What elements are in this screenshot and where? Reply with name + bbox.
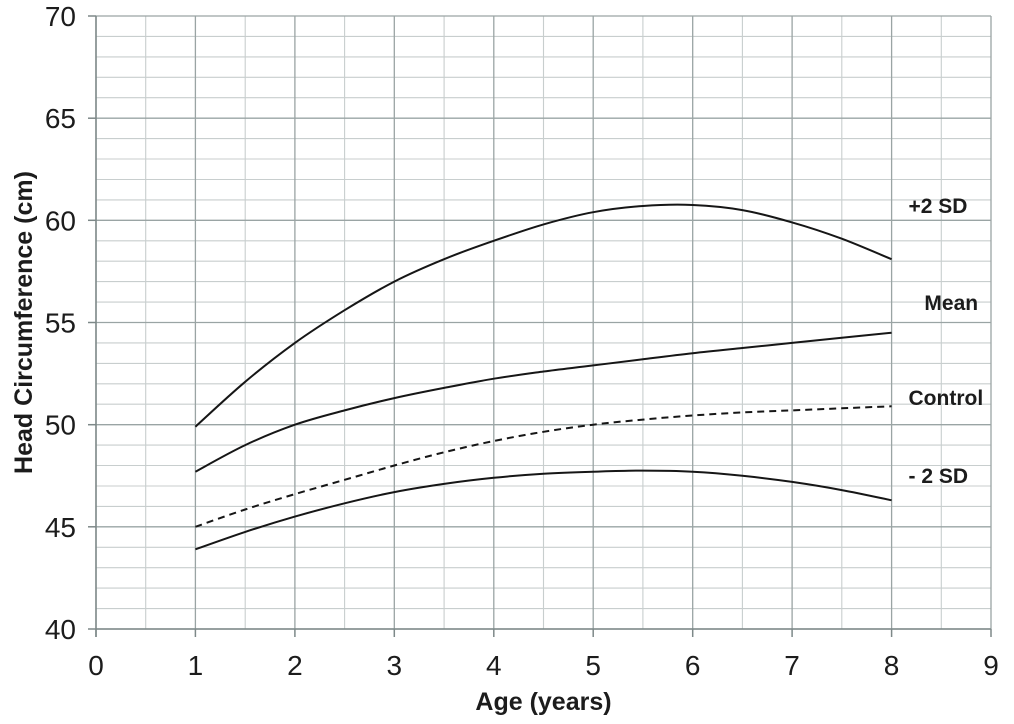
x-tick-label: 1	[188, 650, 204, 681]
x-tick-label: 7	[784, 650, 800, 681]
x-tick-label: 2	[287, 650, 303, 681]
series-label-minus-2-sd: - 2 SD	[909, 465, 969, 488]
x-tick-label: 5	[585, 650, 601, 681]
series-label-plus2-sd: +2 SD	[909, 195, 968, 218]
curve-plus2-sd	[194, 203, 892, 428]
curve-mean	[194, 331, 892, 473]
curve-minus-2-sd	[195, 469, 892, 551]
x-tick-label: 8	[884, 650, 900, 681]
series-label-control: Control	[909, 387, 984, 410]
y-tick-label: 70	[45, 1, 76, 32]
y-tick-label: 50	[45, 410, 76, 441]
x-tick-label: 3	[387, 650, 403, 681]
y-tick-label: 40	[45, 614, 76, 645]
curve-control	[195, 405, 892, 528]
x-tick-label: 6	[685, 650, 701, 681]
x-tick-label: 0	[88, 650, 104, 681]
series-label-mean: Mean	[924, 292, 978, 315]
x-axis-title: Age (years)	[475, 688, 611, 716]
y-tick-label: 65	[45, 103, 76, 134]
y-tick-label: 60	[45, 205, 76, 236]
y-axis-title: Head Circumference (cm)	[10, 171, 38, 474]
x-tick-label: 4	[486, 650, 502, 681]
y-tick-label: 45	[45, 512, 76, 543]
x-tick-label: 9	[983, 650, 999, 681]
y-tick-label: 55	[45, 308, 76, 339]
